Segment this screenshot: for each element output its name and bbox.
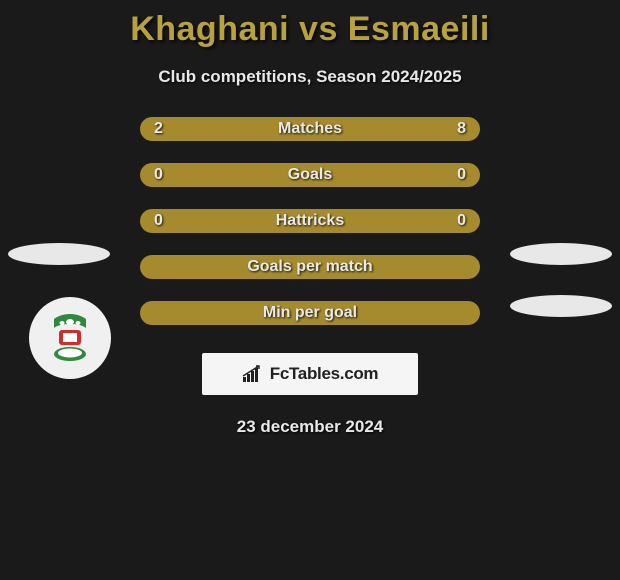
- stat-right-value: 0: [435, 166, 480, 184]
- stat-label: Goals: [185, 166, 435, 184]
- club-left-crest: [29, 297, 111, 379]
- stat-right-value: 0: [435, 212, 480, 230]
- stat-label: Goals per match: [185, 258, 435, 276]
- stat-left-value: 0: [140, 166, 185, 184]
- page-title: Khaghani vs Esmaeili: [0, 0, 620, 49]
- player-right-slot: [510, 243, 612, 265]
- stat-row: Goals per match: [140, 255, 480, 279]
- stat-left-value: 0: [140, 212, 185, 230]
- club-right-slot: [510, 295, 612, 317]
- stat-row: 0 Hattricks 0: [140, 209, 480, 233]
- player-left-slot: [8, 243, 110, 265]
- zob-ahan-crest-icon: [40, 308, 100, 368]
- stat-label: Min per goal: [185, 304, 435, 322]
- stat-label: Hattricks: [185, 212, 435, 230]
- stat-rows: 2 Matches 8 0 Goals 0 0 Hattricks 0 Goal…: [0, 117, 620, 325]
- comparison-content: 2 Matches 8 0 Goals 0 0 Hattricks 0 Goal…: [0, 117, 620, 437]
- stat-right-value: 8: [435, 120, 480, 138]
- page-subtitle: Club competitions, Season 2024/2025: [0, 67, 620, 87]
- bar-chart-icon: [242, 365, 264, 383]
- stat-row: 0 Goals 0: [140, 163, 480, 187]
- snapshot-date: 23 december 2024: [0, 417, 620, 437]
- stat-row: 2 Matches 8: [140, 117, 480, 141]
- stat-row: Min per goal: [140, 301, 480, 325]
- watermark-badge: FcTables.com: [202, 353, 418, 395]
- stat-left-value: 2: [140, 120, 185, 138]
- stat-label: Matches: [185, 120, 435, 138]
- watermark-text: FcTables.com: [270, 364, 379, 384]
